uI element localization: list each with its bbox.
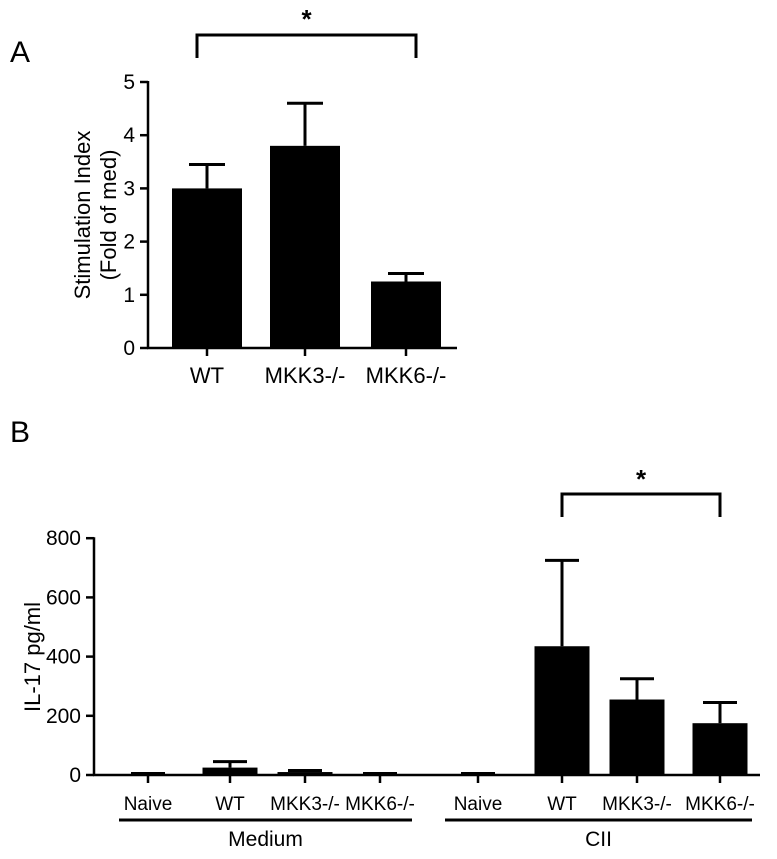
panel-b-y-tick-label: 0 [69, 764, 81, 787]
panel-b-group-label: CII [585, 828, 612, 851]
panel-a-x-tick-label: WT [190, 363, 224, 388]
panel-a-bar [371, 281, 441, 348]
panel-a-x-tick-label: MKK6-/- [366, 363, 447, 388]
panel-b-bar [609, 699, 665, 775]
panel-b-y-tick-label: 600 [46, 586, 81, 609]
panel-b-bar [352, 774, 408, 775]
panel-a-y-tick-label: 1 [123, 284, 135, 307]
panel-b-x-tick-label: MKK6-/- [345, 794, 415, 815]
panel-b-y-tick-label: 400 [46, 646, 81, 669]
panel-a-ylabel-line2: (Fold of med) [96, 150, 121, 281]
panel-b-x-tick-label: MKK3-/- [602, 794, 672, 815]
panel-b-y-tick-label: 200 [46, 705, 81, 728]
panel-b-x-tick-label: Naive [124, 794, 173, 815]
panel-b-x-tick-label: MKK3-/- [270, 794, 340, 815]
panel-a-y-tick-label: 3 [123, 177, 135, 200]
panel-a-x-tick-label: MKK3-/- [265, 363, 346, 388]
panel-a-y-tick-label: 0 [123, 337, 135, 360]
panel-a-letter: A [10, 36, 30, 69]
panel-b-bar [277, 772, 333, 775]
panel-b-x-tick-label: WT [215, 794, 245, 815]
panel-a-ylabel: Stimulation Index (Fold of med) [70, 131, 121, 300]
panel-b-significance-bracket [560, 492, 722, 517]
panel-b-letter: B [10, 416, 30, 449]
panel-a-bar [172, 188, 242, 348]
panel-b-x-tick-label: Naive [454, 794, 503, 815]
panel-a-y-tick-label: 2 [123, 231, 135, 254]
panel-b-bar [534, 646, 590, 775]
panel-a-y-tick-label: 5 [123, 71, 135, 94]
panel-b-y-tick-label: 800 [46, 527, 81, 550]
panel-b-bar [120, 774, 176, 775]
panel-a-significance-star: * [301, 4, 312, 34]
panel-b-bar [450, 774, 506, 775]
panel-b-bar [692, 723, 748, 775]
panel-a-bar [270, 145, 340, 348]
panel-b-ylabel: IL-17 pg/ml [20, 602, 45, 712]
panel-b-bar [202, 767, 258, 775]
panel-a-ylabel-line1: Stimulation Index [70, 131, 95, 300]
panel-a-chart: 0 1 2 3 4 5 WT MKK3-/- MKK6-/- * [123, 4, 457, 388]
panel-a-significance-bracket [195, 33, 418, 58]
panel-a-y-tick-label: 4 [123, 124, 135, 147]
panel-b-x-tick-label: MKK6-/- [685, 794, 755, 815]
panel-b-significance-star: * [636, 464, 647, 494]
panel-b-x-tick-label: WT [547, 794, 577, 815]
panel-b-group-label: Medium [228, 828, 303, 851]
